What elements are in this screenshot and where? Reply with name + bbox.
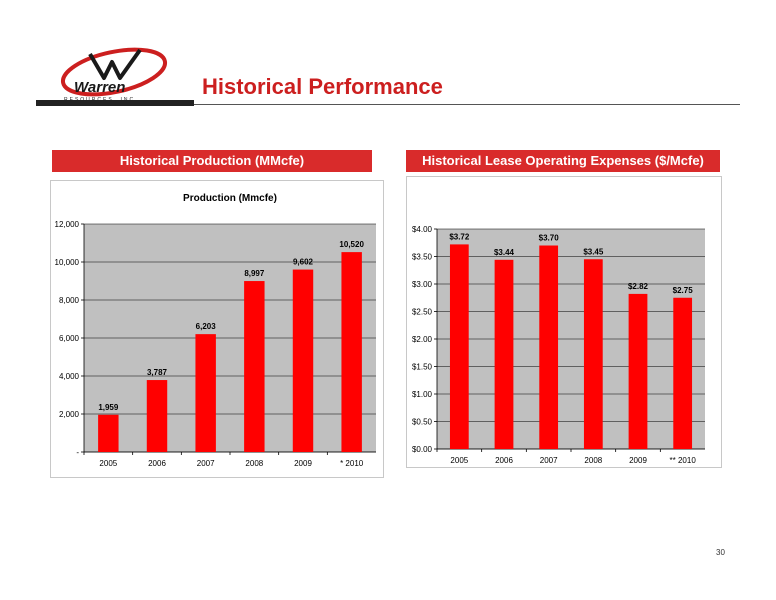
loe-bar (673, 297, 693, 449)
production-xtick-label: 2008 (245, 459, 263, 468)
production-xtick-label: 2009 (294, 459, 312, 468)
loe-ytick-label: $3.00 (412, 280, 433, 289)
loe-bar (539, 245, 559, 449)
production-xtick-label: 2007 (197, 459, 215, 468)
production-ytick-label: - (76, 448, 79, 457)
loe-xtick-label: ** 2010 (670, 456, 697, 465)
loe-ytick-label: $0.50 (412, 418, 433, 427)
loe-data-label: $2.75 (673, 286, 694, 295)
loe-bar (494, 259, 514, 449)
production-ytick-label: 2,000 (59, 410, 80, 419)
production-xtick-label: 2005 (99, 459, 117, 468)
production-panel-header: Historical Production (MMcfe) (52, 150, 372, 172)
loe-xtick-label: 2009 (629, 456, 647, 465)
loe-panel-header: Historical Lease Operating Expenses ($/M… (406, 150, 720, 172)
loe-xtick-label: 2006 (495, 456, 513, 465)
loe-ytick-label: $3.50 (412, 253, 433, 262)
loe-bar (449, 244, 469, 449)
logo-graphic: Warren RESOURCES, INC. (60, 47, 168, 103)
production-chart: Production (Mmcfe) - 2,000 4,000 6,000 8,000 1… (55, 193, 376, 468)
production-bar (195, 334, 216, 452)
production-xtick-label: * 2010 (340, 459, 364, 468)
loe-ytick-label: $0.00 (412, 445, 433, 454)
loe-xtick-label: 2008 (584, 456, 602, 465)
loe-data-label: $2.82 (628, 282, 649, 291)
loe-data-label: $3.72 (449, 232, 470, 241)
company-logo: Warren RESOURCES, INC. (60, 40, 180, 104)
production-bar (292, 269, 314, 452)
loe-ytick-label: $4.00 (412, 225, 433, 234)
loe-xtick-label: 2007 (540, 456, 558, 465)
production-data-label: 9,602 (293, 258, 314, 267)
header-rule-thin (194, 104, 740, 105)
header-rule-dark (36, 100, 194, 106)
production-ytick-label: 4,000 (59, 372, 80, 381)
loe-xtick-label: 2005 (450, 456, 468, 465)
production-data-label: 6,203 (196, 322, 217, 331)
loe-ytick-label: $2.00 (412, 335, 433, 344)
production-ytick-label: 10,000 (55, 258, 80, 267)
production-data-label: 8,997 (244, 269, 265, 278)
loe-bar (583, 259, 603, 449)
production-bar (146, 380, 168, 452)
production-chart-title: Production (Mmcfe) (183, 193, 277, 204)
production-xtick-label: 2006 (148, 459, 166, 468)
loe-bar (628, 293, 648, 449)
production-chart-box: Production (Mmcfe) - 2,000 4,000 6,000 8,000 1… (50, 180, 384, 478)
loe-chart: $0.00 $0.50 $1.00 $1.50 $2.00 $2.50 $3.00 $3.50… (412, 225, 705, 465)
loe-ytick-label: $1.00 (412, 390, 433, 399)
production-ytick-label: 6,000 (59, 334, 80, 343)
production-data-label: 10,520 (339, 240, 364, 249)
production-ytick-label: 8,000 (59, 296, 80, 305)
page-title: Historical Performance (202, 74, 443, 99)
loe-data-label: $3.44 (494, 248, 515, 257)
loe-data-label: $3.45 (583, 247, 604, 256)
production-bar (244, 281, 265, 452)
loe-chart-box: $0.00 $0.50 $1.00 $1.50 $2.00 $2.50 $3.00 $3.50… (406, 176, 722, 468)
production-data-label: 1,959 (98, 403, 119, 412)
production-data-label: 3,787 (147, 368, 168, 377)
loe-ytick-label: $1.50 (412, 363, 433, 372)
production-bar (341, 252, 362, 452)
loe-data-label: $3.70 (539, 234, 560, 243)
loe-ytick-label: $2.50 (412, 308, 433, 317)
logo-text: Warren (74, 79, 125, 96)
page-number: 30 (716, 548, 725, 557)
production-bar (98, 414, 119, 452)
production-ytick-label: 12,000 (55, 220, 80, 229)
